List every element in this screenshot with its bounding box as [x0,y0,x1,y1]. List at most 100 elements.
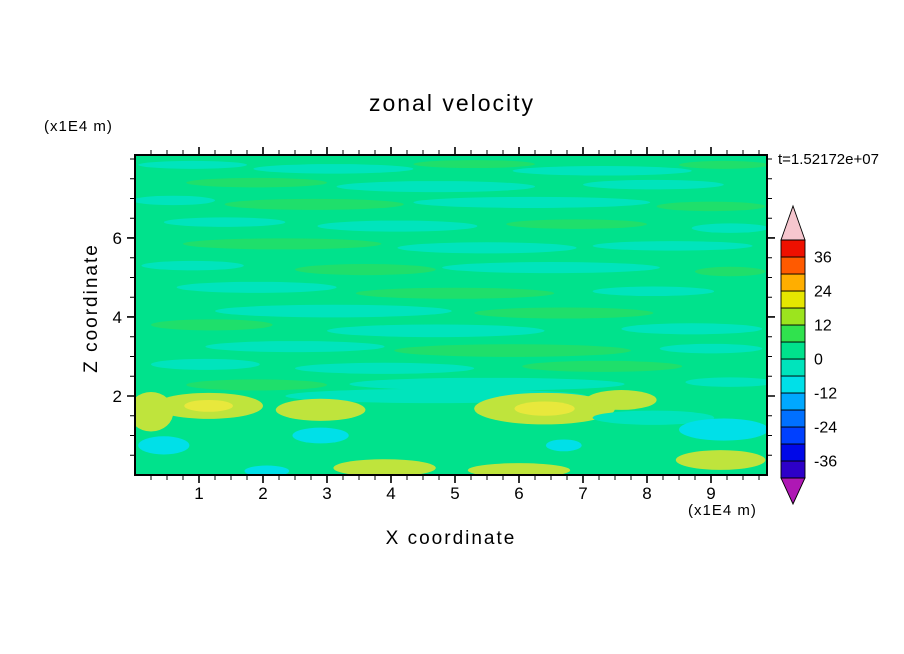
colorbar-band [780,307,806,326]
colorbar-band [780,375,806,394]
contour-feature [151,319,273,331]
x-tick-label: 7 [578,484,587,503]
colorbar-tick-label: -36 [814,454,837,471]
x-tick-label: 4 [386,484,395,503]
contour-feature [224,198,404,210]
contour-feature [205,341,385,353]
colorbar-tick-label: 0 [814,352,823,369]
colorbar-band [780,239,806,258]
contour-feature [467,463,571,475]
colorbar-band [780,324,806,343]
contour-feature [522,360,683,372]
contour-feature [691,223,767,233]
chart-title: zonal velocity [368,90,536,116]
contour-feature [275,398,366,421]
y-tick-label: 2 [113,387,122,406]
time-annotation: t=1.52172e+07 [778,151,879,168]
contour-feature [592,286,715,297]
x-tick-label: 6 [514,484,523,503]
contour-feature [413,196,651,208]
contour-feature [215,304,452,318]
contour-feature [685,377,767,387]
x-tick-label: 1 [194,484,203,503]
contour-feature [244,465,290,475]
axis-ticks [127,147,775,483]
contour-feature [327,324,545,338]
colorbar-tick-label: -12 [814,386,837,403]
contour-feature [349,377,625,391]
contour-feature [333,459,436,475]
contour-feature [474,307,654,319]
colorbar-over-arrow [780,204,806,241]
colorbar-band [780,341,806,360]
x-axis-title: X coordinate [385,528,517,549]
contour-feature [336,181,535,193]
contour-feature [184,399,233,412]
contour-feature [583,179,724,190]
y-tick-label: 4 [113,308,122,327]
minor-ticks [130,150,772,480]
contour-feature [151,358,260,370]
contour-feature [679,160,767,169]
contour-feature [659,343,763,354]
contour-feature [317,220,478,232]
contour-feature [397,242,577,254]
contour-feature [138,160,248,169]
contour-feature [514,401,575,416]
contour-feature [141,260,244,271]
colorbar-tick-label: 24 [814,284,832,301]
contour-feature [138,436,190,455]
contour-feature [586,390,657,410]
contour-feature [183,238,382,250]
contour-feature [592,241,753,251]
colorbar-band [780,460,806,479]
contour-feature [355,287,555,299]
colorbar-tick-label: -24 [814,420,837,437]
contour-feature [295,362,475,374]
contour-feature [176,281,337,293]
colorbar-band [780,443,806,462]
colorbar-tick-label: 36 [814,250,832,267]
colorbar: 36 24 12 0 -12 -24 -36 [780,204,837,506]
colorbar-band [780,256,806,275]
colorbar-band [780,409,806,428]
contour-feature [656,201,766,212]
axis-tick-labels: 1 2 3 4 5 6 7 8 9 2 4 6 [113,229,716,503]
contour-feature [253,164,414,174]
colorbar-band [780,273,806,292]
colorbar-under-arrow [780,477,806,506]
contour-feature [592,410,715,425]
colorbar-band [780,290,806,309]
contour-feature [163,217,286,227]
x-tick-label: 3 [322,484,331,503]
x-tick-label: 9 [706,484,715,503]
contour-feature [679,418,767,441]
contour-feature [135,195,215,206]
y-axis-unit-label: (x1E4 m) [44,118,113,135]
contour-feature [695,266,766,277]
colorbar-band [780,392,806,411]
colorbar-tick-label: 12 [814,318,832,335]
contour-feature [621,323,763,335]
x-tick-label: 5 [450,484,459,503]
major-ticks [127,147,775,483]
contour-feature [295,264,436,276]
contour-feature [186,379,327,391]
contour-feature [413,160,535,169]
contour-feature [512,166,692,176]
y-tick-label: 6 [113,229,122,248]
x-axis-unit-label: (x1E4 m) [688,502,757,519]
contour-feature [506,219,647,229]
contour-feature [675,450,766,470]
contour-feature [545,439,582,452]
plot-frame [134,154,768,476]
colorbar-band [780,426,806,445]
contour-feature [135,392,174,432]
contour-feature [442,262,660,274]
contour-feature [186,177,327,188]
x-tick-label: 8 [642,484,651,503]
colorbar-band [780,358,806,377]
contour-field [135,155,767,475]
